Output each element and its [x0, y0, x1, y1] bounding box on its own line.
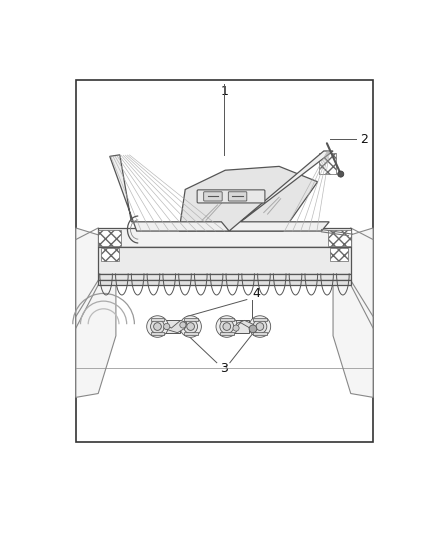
Polygon shape — [179, 166, 318, 231]
Bar — [220, 332, 234, 335]
Circle shape — [164, 324, 170, 329]
FancyBboxPatch shape — [204, 192, 222, 201]
Circle shape — [338, 171, 344, 177]
Bar — [227, 320, 249, 333]
Bar — [253, 318, 267, 321]
Circle shape — [253, 320, 267, 334]
Circle shape — [147, 316, 168, 337]
Text: 3: 3 — [221, 361, 228, 375]
Bar — [253, 332, 267, 335]
Circle shape — [256, 322, 264, 330]
Circle shape — [151, 320, 164, 334]
Text: 2: 2 — [360, 133, 368, 146]
Bar — [319, 152, 336, 174]
Circle shape — [233, 325, 239, 331]
Circle shape — [154, 322, 161, 330]
Bar — [98, 247, 351, 274]
FancyBboxPatch shape — [197, 190, 265, 203]
Text: 1: 1 — [221, 85, 228, 98]
Bar — [76, 80, 373, 441]
Polygon shape — [98, 228, 351, 247]
Polygon shape — [164, 320, 187, 333]
Bar — [184, 318, 198, 321]
Bar — [98, 280, 351, 285]
Circle shape — [220, 320, 234, 334]
Bar — [100, 248, 119, 261]
Polygon shape — [234, 320, 256, 330]
Bar — [98, 230, 121, 246]
Bar — [151, 318, 164, 321]
Circle shape — [223, 322, 231, 330]
Circle shape — [180, 316, 201, 337]
Bar — [220, 318, 234, 321]
Bar — [330, 248, 349, 261]
Polygon shape — [333, 228, 373, 398]
Bar — [158, 320, 180, 333]
Circle shape — [249, 325, 257, 333]
Circle shape — [249, 316, 271, 337]
FancyBboxPatch shape — [228, 192, 247, 201]
Bar — [98, 274, 351, 280]
Polygon shape — [110, 155, 229, 231]
Polygon shape — [76, 228, 116, 398]
Bar — [184, 332, 198, 335]
Bar — [151, 332, 164, 335]
Circle shape — [184, 320, 198, 334]
Circle shape — [187, 322, 194, 330]
Bar — [328, 230, 351, 246]
Circle shape — [180, 322, 186, 328]
Text: 4: 4 — [252, 287, 260, 300]
Circle shape — [216, 316, 237, 337]
Polygon shape — [229, 151, 333, 231]
